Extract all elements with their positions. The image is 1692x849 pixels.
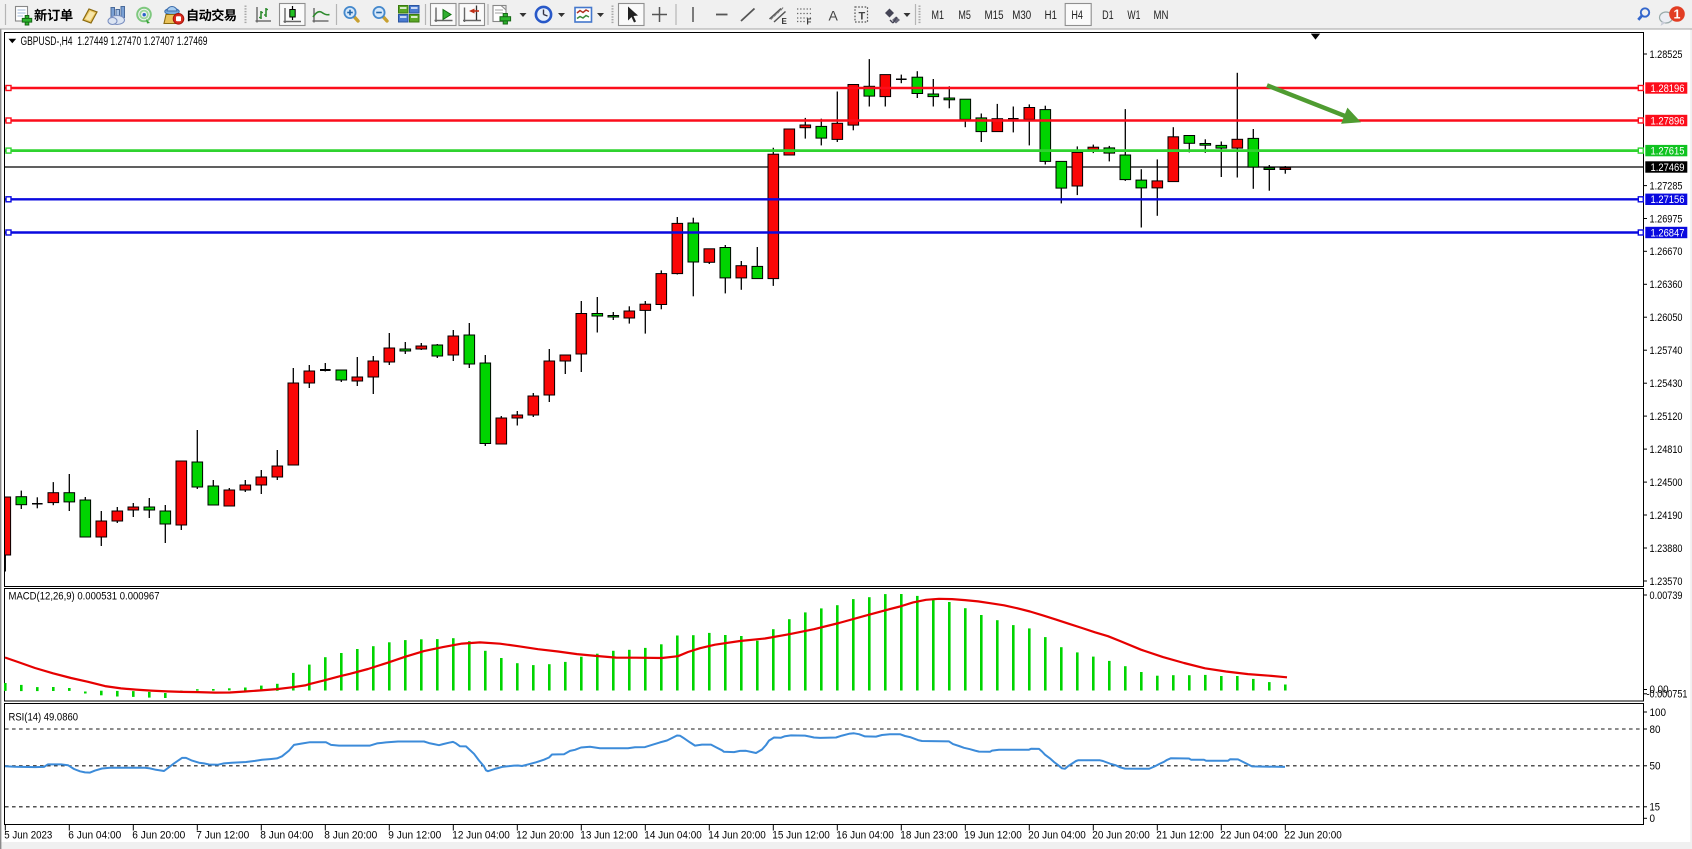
svg-text:14 Jun 20:00: 14 Jun 20:00 [708, 830, 766, 842]
svg-text:1: 1 [1674, 7, 1681, 21]
svg-text:1.26847: 1.26847 [1651, 227, 1685, 239]
svg-text:0.00739: 0.00739 [1650, 590, 1683, 602]
svg-text:14 Jun 04:00: 14 Jun 04:00 [644, 830, 702, 842]
svg-text:0: 0 [1650, 813, 1656, 825]
svg-text:M30: M30 [1012, 10, 1031, 22]
svg-text:1.28525: 1.28525 [1650, 49, 1683, 61]
svg-text:50: 50 [1650, 761, 1661, 773]
svg-text:M5: M5 [958, 10, 971, 22]
svg-text:19 Jun 12:00: 19 Jun 12:00 [964, 830, 1022, 842]
svg-text:1.25430: 1.25430 [1650, 378, 1683, 390]
svg-text:1.26050: 1.26050 [1650, 312, 1683, 324]
svg-text:1.23880: 1.23880 [1650, 543, 1683, 555]
svg-text:9 Jun 12:00: 9 Jun 12:00 [388, 830, 441, 842]
svg-text:22 Jun 20:00: 22 Jun 20:00 [1284, 830, 1342, 842]
svg-text:20 Jun 04:00: 20 Jun 04:00 [1028, 830, 1086, 842]
svg-text:1.27285: 1.27285 [1650, 181, 1683, 193]
svg-text:1.25740: 1.25740 [1650, 345, 1683, 357]
svg-text:1.27896: 1.27896 [1651, 115, 1685, 127]
svg-text:13 Jun 12:00: 13 Jun 12:00 [580, 830, 638, 842]
svg-text:1.24190: 1.24190 [1650, 510, 1683, 522]
svg-text:-0.000751: -0.000751 [1647, 689, 1688, 701]
svg-text:15 Jun 12:00: 15 Jun 12:00 [772, 830, 830, 842]
svg-text:F: F [807, 18, 812, 27]
svg-text:A: A [829, 8, 839, 24]
svg-text:21 Jun 12:00: 21 Jun 12:00 [1156, 830, 1214, 842]
svg-text:W1: W1 [1127, 10, 1140, 22]
svg-text:1.27156: 1.27156 [1651, 194, 1685, 206]
svg-text:1.26670: 1.26670 [1650, 246, 1683, 258]
svg-text:GBPUSD-,H4 1.27449 1.27470 1.: GBPUSD-,H4 1.27449 1.27470 1.27407 1.274… [21, 36, 208, 48]
svg-text:M1: M1 [932, 10, 945, 22]
svg-text:1.26360: 1.26360 [1650, 279, 1683, 291]
svg-text:0.00: 0.00 [1650, 684, 1669, 696]
svg-text:1.27615: 1.27615 [1651, 146, 1685, 158]
svg-text:H4: H4 [1071, 10, 1083, 22]
svg-text:1.23570: 1.23570 [1650, 576, 1683, 588]
svg-text:7 Jun 12:00: 7 Jun 12:00 [196, 830, 249, 842]
svg-text:16 Jun 04:00: 16 Jun 04:00 [836, 830, 894, 842]
svg-text:6 Jun 20:00: 6 Jun 20:00 [132, 830, 185, 842]
svg-text:1.24810: 1.24810 [1650, 444, 1683, 456]
svg-text:1.26975: 1.26975 [1650, 213, 1683, 225]
svg-text:18 Jun 23:00: 18 Jun 23:00 [900, 830, 958, 842]
svg-text:12 Jun 04:00: 12 Jun 04:00 [452, 830, 510, 842]
svg-text:80: 80 [1650, 724, 1661, 736]
svg-text:D1: D1 [1102, 10, 1114, 22]
svg-text:1.25120: 1.25120 [1650, 411, 1683, 423]
svg-text:12 Jun 20:00: 12 Jun 20:00 [516, 830, 574, 842]
svg-text:H1: H1 [1045, 10, 1058, 22]
svg-text:MACD(12,26,9) 0.000531 0.00096: MACD(12,26,9) 0.000531 0.000967 [9, 591, 160, 603]
svg-text:MN: MN [1154, 10, 1169, 22]
svg-text:22 Jun 04:00: 22 Jun 04:00 [1220, 830, 1278, 842]
svg-text:M15: M15 [985, 10, 1004, 22]
svg-text:100: 100 [1650, 707, 1667, 719]
svg-text:RSI(14) 49.0860: RSI(14) 49.0860 [9, 712, 79, 724]
svg-text:1.24500: 1.24500 [1650, 477, 1683, 489]
svg-text:E: E [782, 17, 788, 26]
svg-text:1.27469: 1.27469 [1651, 162, 1685, 174]
svg-text:T: T [859, 11, 866, 23]
svg-text:8 Jun 04:00: 8 Jun 04:00 [260, 830, 313, 842]
svg-text:5 Jun 2023: 5 Jun 2023 [4, 830, 52, 842]
svg-text:1.28196: 1.28196 [1651, 83, 1685, 95]
svg-text:6 Jun 04:00: 6 Jun 04:00 [68, 830, 121, 842]
svg-text:8 Jun 20:00: 8 Jun 20:00 [324, 830, 377, 842]
svg-text:15: 15 [1650, 802, 1661, 814]
svg-text:20 Jun 20:00: 20 Jun 20:00 [1092, 830, 1150, 842]
